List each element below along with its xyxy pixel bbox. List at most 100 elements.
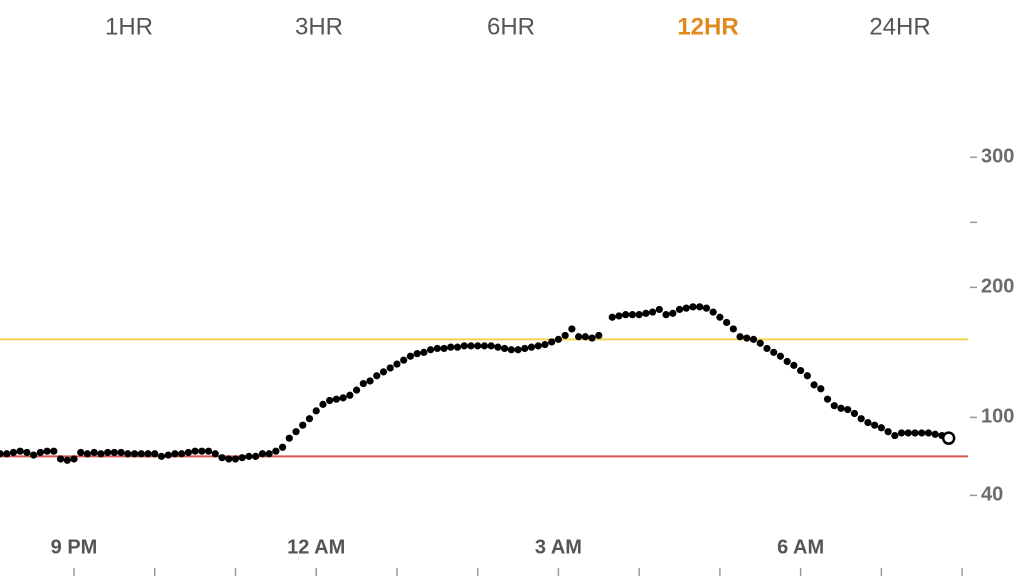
range-tab[interactable]: 3HR xyxy=(295,13,343,40)
reading-dot xyxy=(386,364,394,372)
reading-dot xyxy=(393,360,401,368)
reading-dot xyxy=(332,395,340,403)
reading-dot xyxy=(426,346,435,354)
reading-dot xyxy=(924,429,933,437)
x-tick-label: 12 AM xyxy=(287,536,345,558)
reading-dot xyxy=(675,305,684,314)
reading-dot xyxy=(70,455,78,463)
reading-dot xyxy=(144,450,152,458)
reading-dot xyxy=(655,305,663,314)
current-reading xyxy=(941,431,956,445)
reading-dot xyxy=(359,379,367,388)
reading-dot xyxy=(258,450,266,458)
reading-dot xyxy=(312,407,320,415)
reading-dot xyxy=(615,312,623,320)
reading-dot xyxy=(171,450,179,458)
reading-dot xyxy=(278,443,287,451)
reading-dot xyxy=(433,344,441,353)
reading-dot xyxy=(770,348,778,356)
reading-dot xyxy=(628,311,637,319)
reading-dot xyxy=(305,415,314,423)
x-tick-label: 9 PM xyxy=(51,536,98,558)
reading-dot xyxy=(453,343,462,351)
reading-dot xyxy=(252,452,260,460)
reading-dot xyxy=(723,318,731,327)
reading-dot xyxy=(420,348,428,356)
reading-dot xyxy=(406,352,415,360)
reading-dot xyxy=(104,448,112,457)
reading-dot xyxy=(319,400,327,408)
range-tab[interactable]: 6HR xyxy=(487,13,535,40)
y-tick-label: 100 xyxy=(981,406,1014,428)
reading-dot xyxy=(534,342,542,350)
reading-dot xyxy=(743,334,751,342)
reading-dot xyxy=(884,428,892,436)
reading-dot xyxy=(763,344,771,353)
reading-dot xyxy=(662,311,670,319)
reading-dot xyxy=(837,404,845,412)
reading-dot xyxy=(500,344,509,353)
range-tab[interactable]: 1HR xyxy=(105,13,153,40)
reading-dot xyxy=(568,325,576,333)
reading-dot xyxy=(245,452,253,460)
reading-dot xyxy=(736,333,744,341)
reading-dot xyxy=(642,309,650,317)
reading-dot xyxy=(871,421,879,429)
reading-dot xyxy=(30,451,38,459)
range-tab[interactable]: 24HR xyxy=(869,13,930,40)
reading-dot xyxy=(440,344,448,353)
reading-dot xyxy=(346,391,354,399)
x-tick-label: 3 AM xyxy=(535,536,582,558)
reading-dot xyxy=(97,450,105,458)
reading-dot xyxy=(797,366,805,375)
reading-dot xyxy=(682,304,690,312)
reading-dot xyxy=(178,450,186,458)
reading-dot xyxy=(891,431,899,440)
reading-dot xyxy=(850,409,859,418)
reading-dot xyxy=(561,331,569,340)
reading-dot xyxy=(857,415,865,423)
reading-dot xyxy=(669,309,677,317)
reading-dot xyxy=(877,424,885,432)
reading-dot xyxy=(124,450,132,458)
y-tick-label: 40 xyxy=(981,484,1003,506)
reading-dot xyxy=(696,303,704,311)
reading-dot xyxy=(776,352,785,360)
reading-dot xyxy=(400,356,408,364)
reading-dot xyxy=(864,418,872,427)
y-tick-label: 200 xyxy=(981,276,1014,298)
reading-dot xyxy=(635,311,643,319)
reading-dot xyxy=(548,338,556,346)
reading-dot xyxy=(211,450,219,458)
reading-dot xyxy=(292,428,300,436)
reading-dot xyxy=(164,451,172,459)
reading-dot xyxy=(460,342,468,350)
reading-dot xyxy=(352,386,361,394)
reading-dot xyxy=(379,368,388,376)
reading-dot xyxy=(447,343,455,351)
reading-dot xyxy=(689,303,697,311)
reading-dot xyxy=(339,394,347,402)
reading-dot xyxy=(897,429,906,437)
reading-dot xyxy=(3,450,11,458)
reading-dot xyxy=(265,450,273,458)
reading-dot xyxy=(716,313,724,321)
reading-dot xyxy=(231,455,240,463)
reading-dot xyxy=(581,333,589,341)
reading-dot xyxy=(507,346,515,354)
reading-dot xyxy=(83,450,92,458)
reading-dot xyxy=(326,396,334,405)
range-tab[interactable]: 12HR xyxy=(677,13,738,40)
reading-dot xyxy=(649,308,657,316)
reading-dot xyxy=(373,372,381,380)
reading-dot xyxy=(117,448,125,457)
reading-dot xyxy=(43,447,51,455)
reading-dot xyxy=(588,334,596,342)
reading-dot xyxy=(285,434,293,442)
y-tick-label: 300 xyxy=(981,146,1014,168)
reading-dot xyxy=(844,405,852,414)
reading-dot xyxy=(527,343,536,351)
reading-dot xyxy=(622,311,630,319)
reading-dot xyxy=(130,450,139,458)
